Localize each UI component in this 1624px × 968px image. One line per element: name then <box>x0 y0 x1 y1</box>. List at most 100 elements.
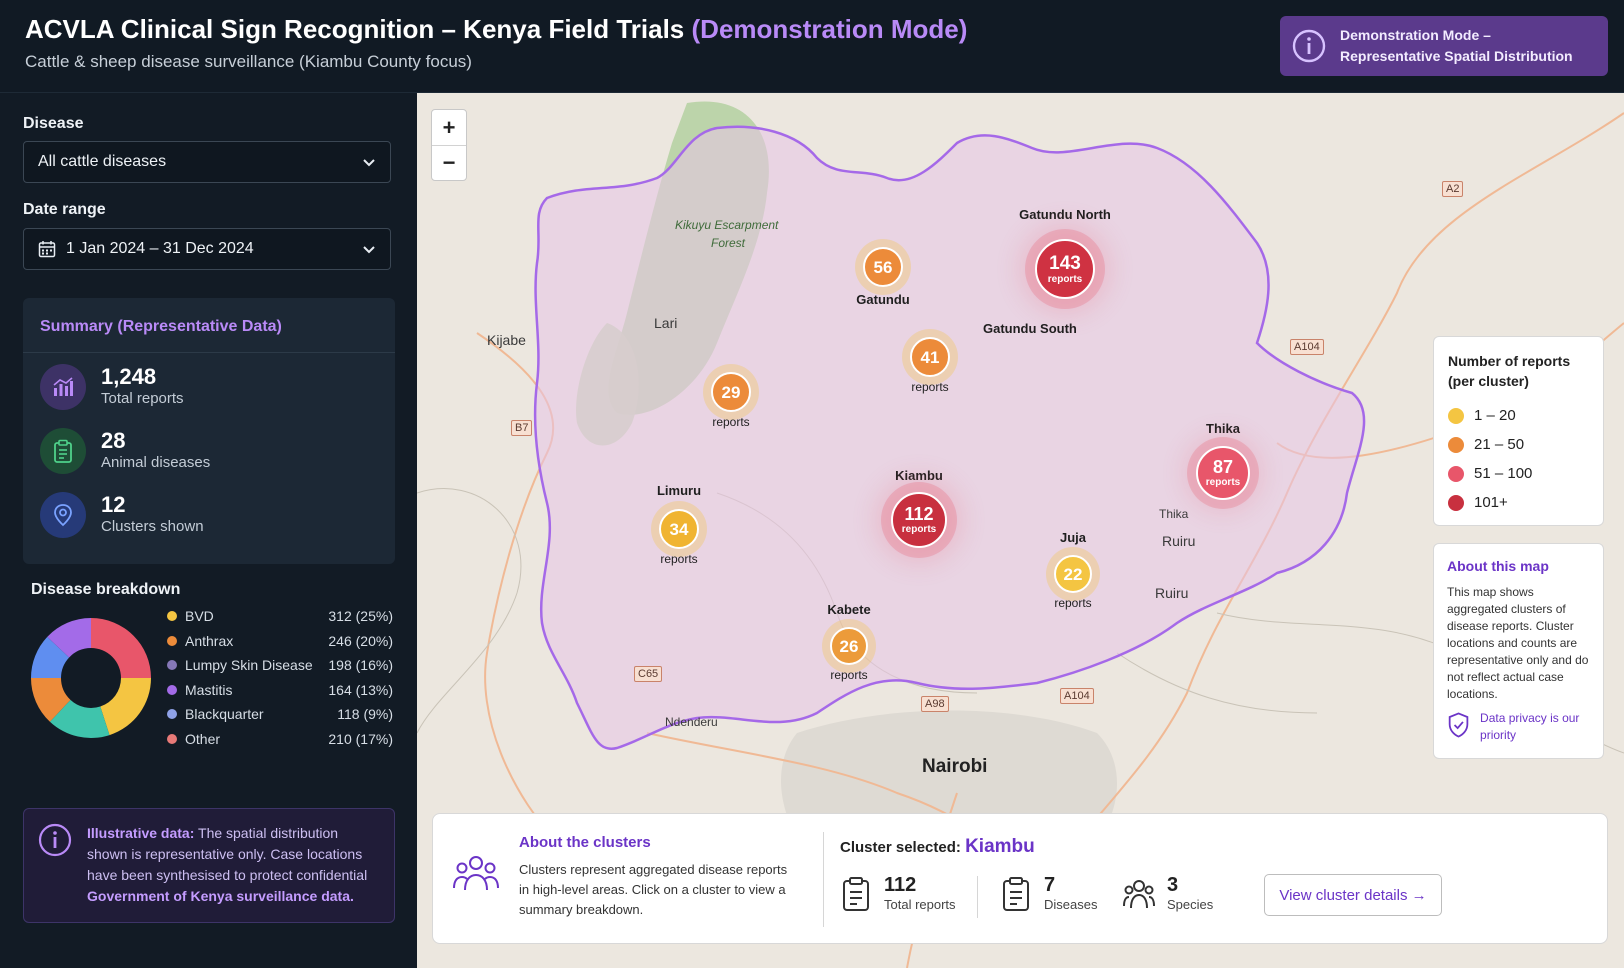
cluster-reports-label: reports <box>911 380 949 394</box>
chevron-down-icon <box>363 159 375 167</box>
cluster-count: 112 <box>904 504 934 524</box>
view-cluster-details-button[interactable]: View cluster details → <box>1264 874 1442 916</box>
summary-card: Summary (Representative Data) 1,248 Tota… <box>23 298 395 564</box>
divider <box>977 876 978 918</box>
page-subtitle: Cattle & sheep disease surveillance (Kia… <box>25 52 472 71</box>
divider <box>823 832 824 927</box>
map-legend-title: Number of reports (per cluster) <box>1448 353 1571 389</box>
cluster-count: 22 <box>1063 564 1083 584</box>
date-range-value: 1 Jan 2024 – 31 Dec 2024 <box>66 240 254 257</box>
stat-clusters-shown: 12 Clusters shown <box>40 492 204 538</box>
place-label: Ruiru <box>1162 533 1196 549</box>
cluster-marker-gatundu-north[interactable]: 143 reports <box>1035 239 1095 299</box>
page-title: ACVLA Clinical Sign Recognition – Kenya … <box>25 14 967 45</box>
cluster-count: 26 <box>839 636 859 656</box>
cluster-marker-thika[interactable]: 87 reports <box>1196 446 1250 500</box>
cluster-marker-juja[interactable]: 22 <box>1054 555 1092 593</box>
stat-label: Animal diseases <box>101 454 211 471</box>
breakdown-count-value: 312 <box>328 608 352 624</box>
cluster-marker-kiambu[interactable]: 112 reports <box>891 492 947 548</box>
disease-label: Disease <box>23 115 84 132</box>
breakdown-count-pct: (17%) <box>355 730 393 747</box>
legend-row-label: 21 – 50 <box>1474 436 1525 453</box>
cluster-info-panel: About the clusters Clusters represent ag… <box>432 813 1608 944</box>
cluster-stat-value: 3 <box>1167 874 1179 896</box>
cluster-count: 34 <box>669 519 689 539</box>
cluster-marker-lari[interactable]: 29 <box>711 372 751 412</box>
legend-row-label: 51 – 100 <box>1474 465 1533 482</box>
breakdown-row: Lumpy Skin Disease 198 (16%) <box>167 655 393 675</box>
breakdown-count-value: 210 <box>328 730 352 747</box>
road-shield: A98 <box>921 696 949 712</box>
breakdown-count: 164 (13%) <box>328 682 393 698</box>
donut-segment <box>100 678 151 736</box>
stat-label: Total reports <box>101 390 184 407</box>
cluster-marker-limuru[interactable]: 34 <box>659 509 699 549</box>
cluster-name: Gatundu North <box>1019 207 1111 222</box>
cluster-reports-label: reports <box>712 415 750 429</box>
cluster-count: 29 <box>721 382 741 402</box>
cluster-name: Juja <box>1059 530 1087 545</box>
cluster-marker-gatundu[interactable]: 56 <box>863 247 903 287</box>
shield-icon <box>1448 712 1469 738</box>
breakdown-name: BVD <box>185 608 214 624</box>
breakdown-count: 312 (25%) <box>328 608 393 624</box>
cluster-count: 41 <box>920 347 940 367</box>
cluster-stat-diseases: 7 Diseases <box>1000 874 1097 914</box>
breakdown-count-value: 118 <box>337 706 360 722</box>
legend-row: 1 – 20 <box>1448 401 1589 430</box>
breakdown-count-pct: (16%) <box>355 657 393 673</box>
location-pin-icon <box>40 492 86 538</box>
legend-dot <box>1448 465 1464 482</box>
breakdown-name: Anthrax <box>185 632 234 649</box>
info-icon <box>1292 29 1326 63</box>
breakdown-count-pct: (13%) <box>355 681 393 698</box>
bar-chart-icon <box>40 364 86 410</box>
stat-value: 12 <box>101 492 126 517</box>
clipboard-icon <box>1003 877 1029 911</box>
breakdown-row: Mastitis 164 (13%) <box>167 680 393 700</box>
date-range-select[interactable]: 1 Jan 2024 – 31 Dec 2024 <box>23 228 391 270</box>
legend-dot <box>1448 407 1464 424</box>
cluster-stat-label: Total reports <box>884 897 956 912</box>
road-shield: B7 <box>511 420 533 436</box>
data-privacy-link[interactable]: Data privacy is our priority <box>1447 710 1603 744</box>
breakdown-dot <box>167 660 177 670</box>
about-clusters-desc: Clusters represent aggregated disease re… <box>519 862 788 917</box>
breakdown-count: 210 (17%) <box>328 731 393 747</box>
place-label: Lari <box>654 315 678 331</box>
calendar-icon <box>38 241 56 258</box>
stat-value: 28 <box>101 428 126 453</box>
donut-segment <box>31 636 70 678</box>
place-label: Forest <box>711 236 746 250</box>
breakdown-count-value: 198 <box>328 657 352 673</box>
map-view[interactable]: + − Kikuyu Escarpment Forest Lari Kijabe… <box>417 93 1624 968</box>
disease-select[interactable]: All cattle diseases <box>23 141 391 183</box>
cluster-count: 143 <box>1049 252 1081 274</box>
cluster-stat-label: Diseases <box>1044 897 1098 912</box>
clipboard-icon <box>40 428 86 474</box>
stat-value: 1,248 <box>101 364 157 389</box>
cluster-name: Gatundu <box>856 292 910 307</box>
legend-row-label: 101+ <box>1474 494 1508 511</box>
zoom-controls: + − <box>431 109 467 181</box>
breakdown-count-value: 246 <box>328 632 352 649</box>
donut-segment <box>47 618 91 658</box>
cluster-stat-species: 3 Species <box>1123 874 1213 914</box>
place-label: Kijabe <box>487 332 526 348</box>
breakdown-name: Other <box>185 730 221 747</box>
disease-select-value: All cattle diseases <box>38 153 167 170</box>
cluster-marker-kabete[interactable]: 26 <box>830 627 868 665</box>
zoom-in-button[interactable]: + <box>442 114 456 140</box>
breakdown-count-pct: (20%) <box>355 632 393 649</box>
disease-breakdown-donut <box>30 618 151 738</box>
app-header: ACVLA Clinical Sign Recognition – Kenya … <box>0 0 1624 93</box>
zoom-out-button[interactable]: − <box>432 145 466 180</box>
legend-row: 51 – 100 <box>1448 459 1589 488</box>
cluster-selected-label: Cluster selected: <box>840 839 961 856</box>
cluster-marker-gatundu-south[interactable]: 41 <box>910 337 950 377</box>
illustrative-data-notice: Illustrative data: The spatial distribut… <box>23 808 395 923</box>
place-label: Thika <box>1159 507 1189 521</box>
stat-total-reports: 1,248 Total reports <box>40 364 184 410</box>
breakdown-count-value: 164 <box>328 681 352 698</box>
